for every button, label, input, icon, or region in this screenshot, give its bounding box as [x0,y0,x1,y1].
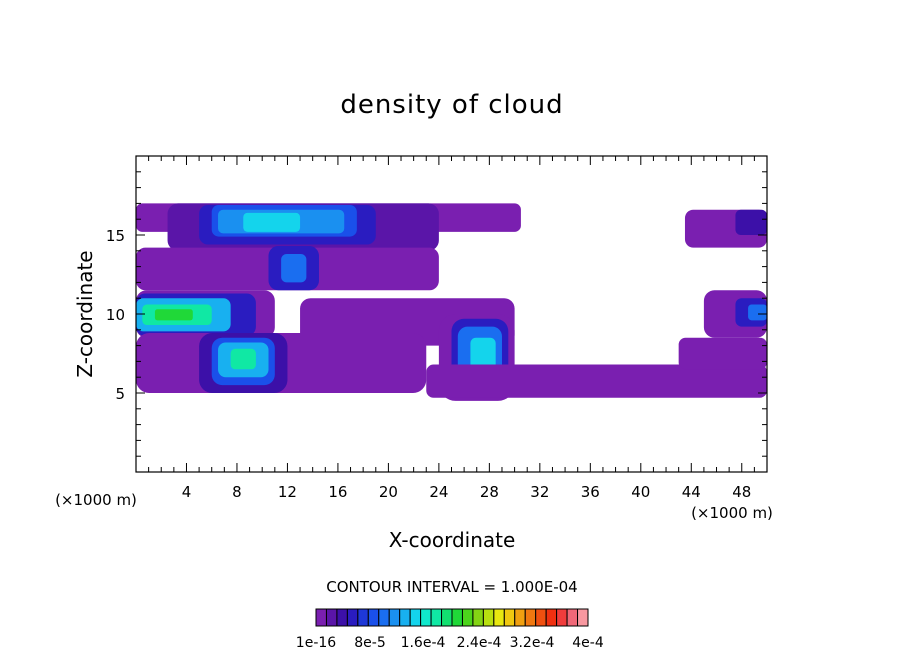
x-tick-label: 16 [328,483,347,501]
cloud-region-28 [748,304,767,321]
colorbar-swatch [441,608,453,627]
colorbar-swatch [514,608,526,627]
x-tick-label: 28 [480,483,499,501]
colorbar-label: 8e-5 [354,635,385,651]
colorbar-swatch [577,608,589,627]
colorbar-swatch [420,608,432,627]
colorbar-swatch [388,608,401,627]
cloud-region-25 [678,337,767,370]
heatmap-field [136,203,767,401]
colorbar-swatch [545,608,558,627]
plot-frame [135,155,768,473]
colorbar-label: 3.2e-4 [510,635,555,651]
x-tick-label: 20 [379,483,398,501]
colorbar-swatch [566,608,579,627]
x-tick-label: 4 [182,483,192,501]
colorbar [315,608,589,627]
colorbar-swatch [524,608,537,627]
colorbar-swatch [325,608,338,627]
cloud-region-5 [243,212,301,232]
y-axis-title: Z-coordinate [73,250,97,377]
colorbar-swatch [472,608,484,627]
chart-title: density of cloud [340,90,563,120]
colorbar-swatch [357,608,369,627]
colorbar-swatch [430,608,443,627]
x-origin-unit-label: (×1000 m) [55,491,137,509]
colorbar-label: 1e-16 [296,635,336,651]
colorbar-swatch [482,608,495,627]
colorbar-swatch [451,608,463,627]
y-tick-labels: 5 10 15 [106,227,125,403]
colorbar-swatch [346,608,359,627]
colorbar-swatch [461,608,474,627]
x-tick-label: 24 [429,483,448,501]
x-tick-label: 32 [530,483,549,501]
cloud-region-24 [426,364,767,398]
x-tick-labels: 4 8 12 16 20 24 28 32 36 40 44 48 [182,483,752,501]
cloud-region-8 [281,253,307,283]
colorbar-swatch [378,608,390,627]
x-axis-title: X-coordinate [389,528,516,552]
cloud-region-13 [154,309,193,321]
colorbar-label: 4e-4 [572,635,604,651]
x-tick-label: 8 [232,483,242,501]
colorbar-swatch [493,608,505,627]
colorbar-swatch [409,608,422,627]
axis-ticks [136,156,767,472]
x-axis-unit-label: (×1000 m) [691,504,773,522]
cloud-region-19 [230,348,256,370]
colorbar-swatch [556,608,568,627]
cloud-region-30 [735,209,767,235]
x-tick-label: 12 [278,483,297,501]
colorbar-label: 1.6e-4 [401,635,446,651]
x-tick-label: 40 [631,483,650,501]
colorbar-swatch [367,608,380,627]
colorbar-swatch [399,608,411,627]
colorbar-swatch [503,608,516,627]
y-tick-label: 15 [106,227,125,245]
x-tick-label: 36 [581,483,600,501]
colorbar-labels: 1e-16 8e-5 1.6e-4 2.4e-4 3.2e-4 4e-4 [296,635,604,651]
contour-interval-label: CONTOUR INTERVAL = 1.000E-04 [326,578,577,596]
x-tick-label: 48 [732,483,751,501]
colorbar-swatch [315,608,327,627]
colorbar-swatch [535,608,547,627]
colorbar-swatch [336,608,348,627]
y-tick-label: 10 [106,306,125,324]
y-tick-label: 5 [115,385,125,403]
colorbar-label: 2.4e-4 [457,635,502,651]
x-tick-label: 44 [682,483,701,501]
